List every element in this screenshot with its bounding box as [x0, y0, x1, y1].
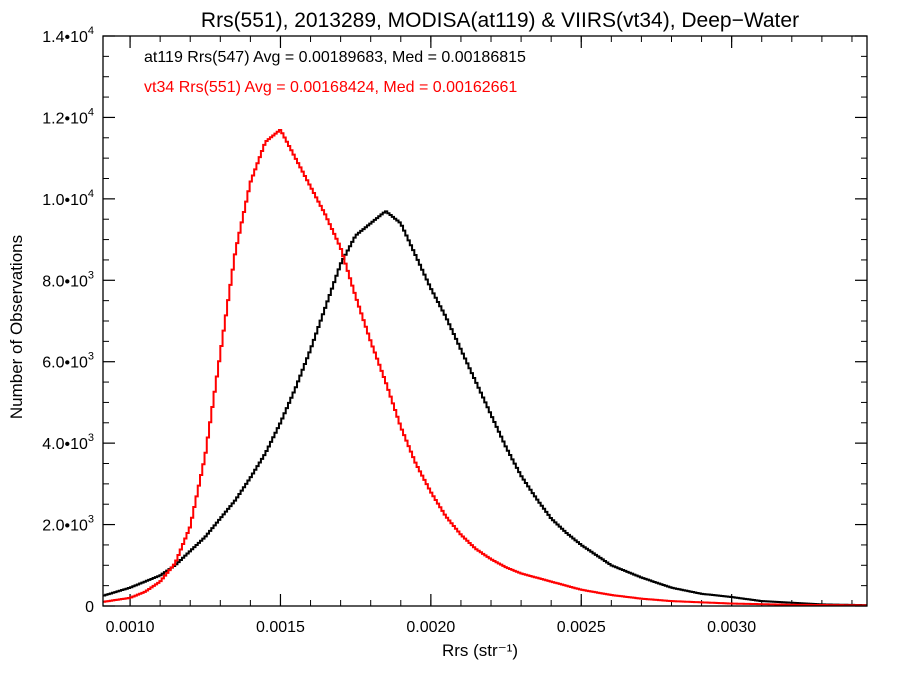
- chart-title: Rrs(551), 2013289, MODISA(at119) & VIIRS…: [201, 9, 799, 32]
- y-tick-mantissa: 4.0•10: [42, 436, 88, 453]
- y-tick-label: 1.4•104: [42, 25, 94, 46]
- y-tick-mantissa: 2.0•10: [42, 518, 88, 535]
- x-tick-label: 0.0015: [256, 619, 305, 636]
- y-tick-exponent: 3: [88, 432, 94, 444]
- axis-ticks: 0.0010 0.0015 0.0020 0.0025 0.003002.0•1034.…: [42, 25, 867, 636]
- series-viirs-vt34: [103, 128, 867, 607]
- y-tick-exponent: 4: [88, 25, 94, 37]
- legend-entry-viirs: vt34 Rrs(551) Avg = 0.00168424, Med = 0.…: [144, 79, 517, 96]
- y-tick-mantissa: 1.4•10: [42, 29, 88, 46]
- series-line: [103, 210, 867, 607]
- y-axis-label: Number of Observations: [7, 235, 26, 419]
- y-tick-mantissa: 1.0•10: [42, 192, 88, 209]
- plot-frame: [102, 35, 868, 607]
- y-tick-exponent: 4: [88, 106, 94, 118]
- y-tick-label: 1.2•104: [42, 106, 94, 127]
- x-axis-label: Rrs (str⁻¹): [442, 641, 518, 660]
- y-tick-exponent: 3: [88, 351, 94, 363]
- series-line: [103, 128, 867, 607]
- y-tick-label: 2.0•103: [42, 514, 94, 535]
- y-tick-label: 0: [85, 599, 94, 616]
- y-tick-mantissa: 1.2•10: [42, 110, 88, 127]
- series-layer: [103, 128, 867, 607]
- x-tick-label: 0.0025: [557, 619, 606, 636]
- y-tick-mantissa: 6.0•10: [42, 355, 88, 372]
- y-tick-exponent: 4: [88, 188, 94, 200]
- y-tick-mantissa: 0: [85, 599, 94, 616]
- y-tick-exponent: 3: [88, 514, 94, 526]
- y-tick-mantissa: 8.0•10: [42, 273, 88, 290]
- y-tick-label: 4.0•103: [42, 432, 94, 453]
- y-tick-label: 1.0•104: [42, 188, 94, 209]
- y-tick-label: 8.0•103: [42, 269, 94, 290]
- x-tick-label: 0.0020: [406, 619, 455, 636]
- x-tick-label: 0.0010: [106, 619, 155, 636]
- legend-entry-modisa: at119 Rrs(547) Avg = 0.00189683, Med = 0…: [144, 49, 526, 66]
- series-modisa-at119: [103, 210, 867, 607]
- y-tick-label: 6.0•103: [42, 351, 94, 372]
- x-tick-label: 0.0030: [707, 619, 756, 636]
- y-tick-exponent: 3: [88, 269, 94, 281]
